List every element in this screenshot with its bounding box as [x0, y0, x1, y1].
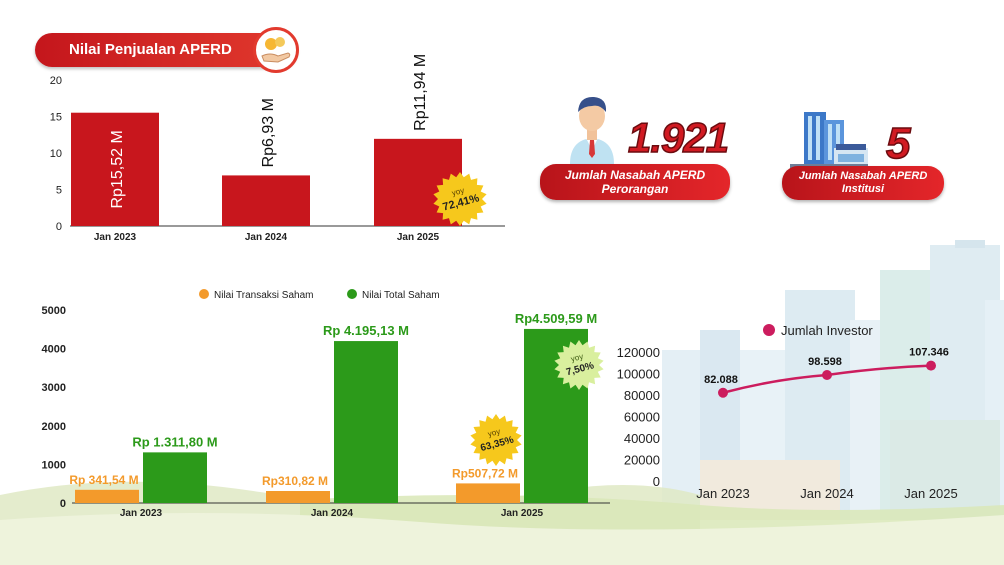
y-tick-label: 40000: [624, 431, 660, 446]
investor-line-chart: Jumlah Investor 0 20000 40000 60000 80000 100…: [617, 323, 958, 501]
y-tick-label: 3000: [42, 382, 66, 394]
bar-data-label: Rp11,94 M: [412, 54, 429, 131]
y-tick-label: 1000: [42, 459, 66, 471]
x-tick-label: Jan 2025: [501, 508, 544, 519]
individual-count: 1.921: [627, 114, 730, 161]
bar-data-label: Rp4.509,59 M: [515, 311, 597, 326]
x-tick-label: Jan 2023: [94, 232, 137, 243]
bar-data-label: Rp 1.311,80 M: [132, 434, 217, 449]
bar: [143, 452, 207, 503]
yoy-badge-transaksi: yoy 63,35%: [470, 414, 522, 466]
person-icon: [566, 90, 618, 164]
yoy-prefix: yoy: [451, 186, 465, 198]
bar: [456, 483, 520, 503]
institution-count: 5: [885, 119, 911, 168]
bar: [222, 175, 310, 226]
y-tick-label: 0: [60, 498, 66, 510]
legend-label: Jumlah Investor: [781, 323, 873, 338]
y-tick-label: 2000: [42, 421, 66, 433]
stocks-bar-chart: Nilai Transaksi Saham Nilai Total Saham 0…: [42, 289, 610, 519]
chart-title-pill: Nilai Penjualan APERD: [35, 33, 297, 67]
x-tick-label: Jan 2023: [696, 486, 750, 501]
bar-data-label: Rp 4.195,13 M: [323, 323, 409, 338]
y-tick-label: 15: [50, 112, 62, 124]
legend-marker: [347, 289, 357, 299]
y-tick-label: 0: [56, 221, 62, 233]
x-tick-label: Jan 2023: [120, 508, 163, 519]
institution-label-pill: Jumlah Nasabah APERD Institusi: [782, 166, 944, 200]
hand-coins-icon: [253, 27, 299, 73]
y-tick-label: 80000: [624, 388, 660, 403]
y-tick-label: 4000: [42, 344, 66, 356]
legend-label: Nilai Transaksi Saham: [214, 290, 313, 301]
individual-label-line2: Perorangan: [601, 182, 669, 196]
x-tick-label: Jan 2024: [245, 232, 288, 243]
y-tick-label: 20: [50, 75, 62, 87]
x-tick-label: Jan 2024: [800, 486, 854, 501]
bar: [334, 341, 398, 503]
y-tick-label: 20000: [624, 453, 660, 468]
data-point: [718, 387, 728, 398]
individual-label-line1: Jumlah Nasabah APERD: [564, 168, 706, 182]
yoy-badge-total: yoy 7,50%: [554, 340, 604, 390]
point-data-label: 107.346: [909, 347, 949, 359]
bar-data-label: Rp6,93 M: [260, 98, 277, 167]
x-tick-label: Jan 2025: [397, 232, 440, 243]
bar-data-label: Rp507,72 M: [452, 466, 518, 480]
bar-data-label: Rp 341,54 M: [69, 473, 138, 487]
bar-data-label: Rp310,82 M: [262, 474, 328, 488]
y-tick-label: 5: [56, 185, 62, 197]
legend-label: Nilai Total Saham: [362, 290, 440, 301]
x-tick-label: Jan 2024: [311, 508, 354, 519]
bar: [266, 491, 330, 503]
y-tick-label: 100000: [617, 367, 660, 382]
x-tick-label: Jan 2025: [904, 486, 958, 501]
data-point: [926, 360, 936, 371]
chart-title: Nilai Penjualan APERD: [69, 41, 232, 58]
data-point: [822, 370, 832, 381]
institution-label-line2: Institusi: [841, 183, 885, 195]
y-tick-label: 5000: [42, 305, 66, 317]
individual-label-pill: Jumlah Nasabah APERD Perorangan: [540, 164, 730, 200]
bar: [71, 112, 159, 226]
yoy-prefix: yoy: [487, 427, 501, 439]
y-tick-label: 60000: [624, 410, 660, 425]
y-tick-label: 120000: [617, 345, 660, 360]
yoy-prefix: yoy: [570, 352, 584, 364]
bar-data-label: Rp15,52 M: [109, 130, 126, 208]
legend-marker: [199, 289, 209, 299]
institution-label-line1: Jumlah Nasabah APERD: [798, 170, 928, 182]
yoy-badge-sales: yoy 72,41%: [433, 172, 487, 226]
y-tick-label: 0: [653, 474, 660, 489]
point-data-label: 82.088: [704, 374, 738, 386]
point-data-label: 98.598: [808, 356, 842, 368]
legend-marker: [763, 324, 775, 336]
y-tick-label: 10: [50, 148, 62, 160]
bar: [75, 489, 139, 503]
